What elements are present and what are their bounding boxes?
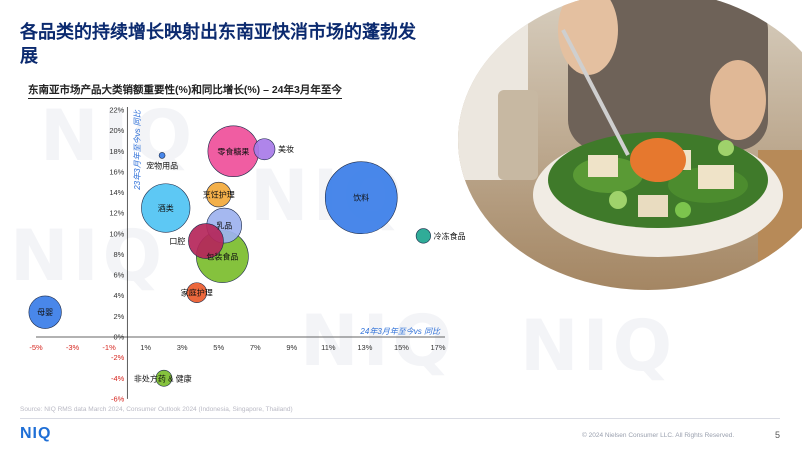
- x-tick-label: 9%: [286, 343, 297, 352]
- chart-title: 东南亚市场产品大类销额重要性(%)和同比增长(%) – 24年3月年至今: [28, 82, 342, 99]
- niq-logo: NIQ: [20, 425, 52, 442]
- y-tick-label: 0%: [114, 333, 125, 342]
- bubble-label: 口腔: [169, 236, 185, 246]
- x-tick-label: 5%: [213, 343, 224, 352]
- bubble-label: 乳品: [216, 221, 232, 231]
- bubble-point: [253, 138, 276, 161]
- y-tick-label: 6%: [114, 271, 125, 280]
- x-tick-label: -1%: [102, 343, 116, 352]
- source-note: Source: NIQ RMS data March 2024, Consume…: [20, 406, 293, 413]
- bubble-label: 非处方药 & 健康: [134, 373, 192, 383]
- bubble-point: [186, 282, 208, 303]
- y-axis-title: 23年3月年至今vs 同比: [133, 109, 142, 191]
- y-tick-label: 10%: [109, 229, 124, 238]
- watermark-niq: NIQ: [520, 305, 677, 387]
- bubble-point: [141, 183, 191, 233]
- bubble-label: 饮料: [353, 193, 369, 203]
- x-tick-label: 17%: [430, 343, 445, 352]
- x-tick-label: -3%: [66, 343, 80, 352]
- x-tick-label: 11%: [321, 343, 336, 352]
- bubble-point: [206, 181, 232, 208]
- y-tick-label: 18%: [109, 147, 124, 156]
- bubble-label: 酒类: [158, 203, 174, 213]
- page-number: 5: [775, 430, 781, 440]
- bubble-label: 母婴: [37, 308, 53, 317]
- bubble-label: 美妆: [278, 144, 294, 154]
- copyright-text: © 2024 Nielsen Consumer LLC. All Rights …: [582, 432, 735, 439]
- bubble-label: 冷冻食品: [434, 231, 466, 241]
- y-tick-label: 12%: [109, 209, 124, 218]
- salad-bowl-illustration: [458, 0, 802, 290]
- x-tick-label: -5%: [29, 343, 43, 352]
- y-tick-label: 20%: [109, 126, 124, 135]
- bubble-point: [28, 295, 62, 329]
- y-tick-label: 4%: [114, 291, 125, 300]
- y-tick-label: -4%: [111, 374, 125, 383]
- bubble-label: 零食糖果: [217, 146, 249, 156]
- y-tick-label: 14%: [109, 188, 124, 197]
- y-tick-label: -6%: [111, 394, 125, 403]
- bubble-point: [158, 152, 166, 159]
- bubble-point: [155, 369, 173, 387]
- y-tick-label: 22%: [109, 106, 124, 115]
- y-tick-label: 8%: [114, 250, 125, 259]
- footer-divider: [20, 418, 780, 419]
- bubble-label: 烹饪护理: [203, 190, 235, 200]
- x-tick-label: 7%: [250, 343, 261, 352]
- watermark-niq: NIQ: [10, 215, 167, 297]
- bubble-point: [188, 223, 224, 259]
- y-tick-label: 16%: [109, 167, 124, 176]
- watermark-niq: NIQ: [300, 300, 457, 382]
- y-tick-label: -2%: [111, 353, 125, 362]
- y-tick-label: 2%: [114, 312, 125, 321]
- bubble-point: [324, 161, 398, 235]
- x-tick-label: 1%: [140, 343, 151, 352]
- x-axis-title: 24年3月年至今vs 同比: [359, 327, 441, 336]
- x-tick-label: 13%: [357, 343, 372, 352]
- bubble-label: 宠物用品: [146, 160, 178, 170]
- salad-bowl-photo: [458, 0, 802, 290]
- x-tick-label: 15%: [394, 343, 409, 352]
- page-title: 各品类的持续增长映射出东南亚快消市场的蓬勃发展: [20, 22, 416, 66]
- bubble-label: 包装食品: [206, 252, 238, 262]
- bubble-point: [415, 228, 431, 244]
- x-tick-label: 3%: [177, 343, 188, 352]
- bubble-label: 家庭护理: [181, 288, 213, 298]
- watermark-niq: NIQ: [40, 95, 197, 177]
